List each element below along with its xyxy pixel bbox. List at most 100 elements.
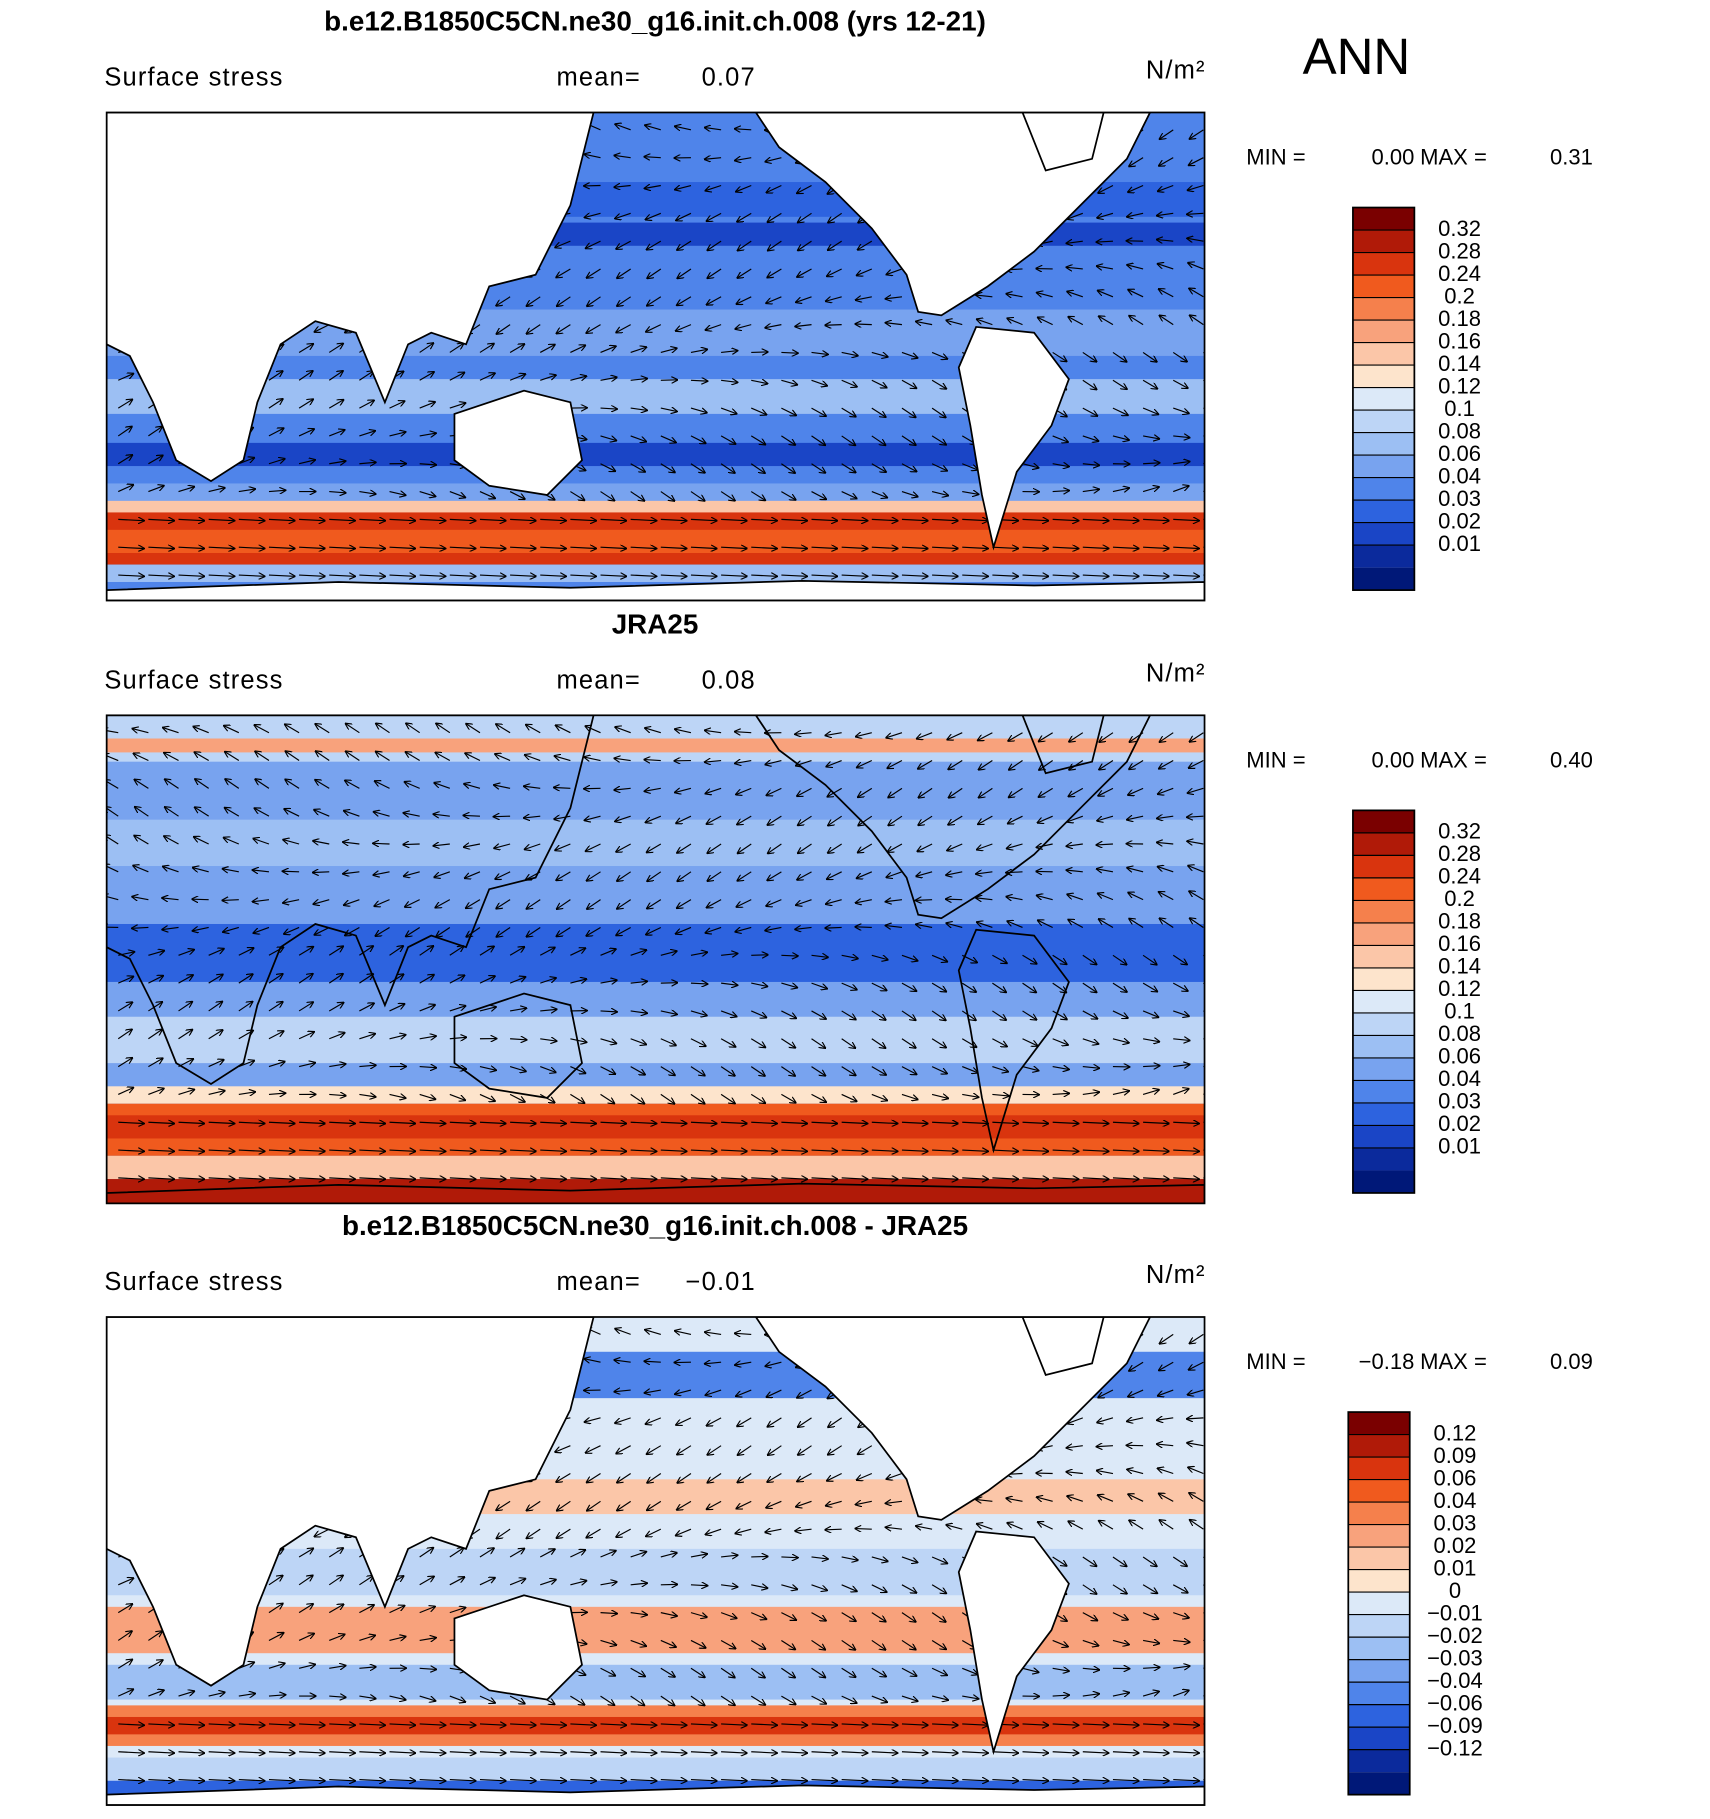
colorbar-box	[1348, 1704, 1410, 1728]
colorbar-label: −0.12	[1427, 1735, 1483, 1760]
wind-vector	[329, 461, 345, 464]
colorbar-label: 0.03	[1434, 1510, 1477, 1535]
wind-vector	[751, 519, 776, 520]
wind-vector	[194, 727, 209, 734]
wind-vector	[888, 843, 903, 852]
wind-vector	[690, 463, 705, 473]
wind-vector	[617, 899, 631, 909]
wind-vector	[931, 379, 946, 388]
wind-vector	[329, 430, 344, 437]
colorbar-box	[1348, 1434, 1410, 1458]
wind-vector	[1022, 575, 1048, 576]
wind-vector	[948, 760, 963, 770]
wind-vector	[617, 296, 631, 306]
wind-vector	[767, 787, 782, 795]
wind-vector	[858, 240, 873, 249]
wind-vector	[419, 575, 445, 576]
colorbar-label: 0.24	[1438, 261, 1481, 286]
wind-vector	[901, 407, 915, 417]
wind-vector	[630, 547, 656, 548]
wind-vector	[931, 435, 946, 445]
wind-vector	[675, 788, 692, 792]
wind-vector	[856, 1529, 872, 1530]
wind-vector	[255, 752, 270, 762]
wind-vector	[1099, 316, 1114, 326]
wind-vector	[587, 871, 601, 881]
colorbar-label: 0.14	[1438, 954, 1481, 979]
wind-vector	[165, 807, 179, 817]
wind-vector	[766, 158, 782, 162]
colorbar-label: 0.32	[1438, 819, 1481, 844]
colorbar-label: 0.2	[1444, 886, 1475, 911]
wind-vector	[313, 872, 330, 873]
wind-vector	[901, 351, 917, 357]
wind-vector	[435, 783, 451, 789]
wind-vector	[148, 427, 161, 437]
wind-vector	[1203, 546, 1205, 548]
wind-vector	[1203, 1778, 1205, 1781]
wind-vector	[660, 435, 676, 442]
wind-vector	[976, 872, 993, 874]
wind-vector	[419, 547, 445, 548]
wind-vector	[677, 843, 692, 853]
wind-vector	[1203, 1065, 1205, 1068]
wind-vector	[1189, 891, 1204, 901]
wind-vector	[586, 240, 601, 248]
wind-vector	[1188, 184, 1204, 191]
wind-vector	[375, 899, 390, 906]
map	[106, 715, 1205, 1204]
wind-vector	[1038, 920, 1053, 928]
wind-vector	[857, 268, 873, 275]
wind-vector	[751, 547, 776, 548]
wind-vector	[298, 429, 314, 437]
wind-vector	[1038, 815, 1053, 822]
wind-vector	[1190, 129, 1204, 139]
wind-vector	[706, 184, 722, 191]
wind-vector	[781, 955, 797, 956]
wind-vector	[977, 843, 993, 850]
wind-vector	[647, 843, 662, 852]
wind-vector	[932, 519, 957, 520]
wind-vector	[555, 756, 571, 762]
wind-vector	[1203, 1177, 1205, 1179]
wind-vector	[750, 491, 765, 501]
wind-vector	[977, 319, 993, 326]
wind-vector	[466, 724, 481, 734]
wind-vector	[555, 240, 571, 247]
wind-vector	[705, 761, 722, 763]
max-value: 0.31	[1550, 145, 1593, 170]
wind-vector	[268, 490, 285, 491]
wind-vector	[495, 871, 511, 879]
wind-vector	[1189, 760, 1204, 768]
wind-vector	[600, 949, 616, 956]
colorbar-box	[1348, 1772, 1410, 1795]
wind-vector	[737, 815, 752, 824]
wind-vector	[570, 575, 595, 576]
colorbar-label: 0.01	[1434, 1555, 1477, 1580]
wind-vector	[886, 323, 903, 325]
wind-vector	[1022, 519, 1048, 520]
wind-vector	[660, 547, 686, 548]
wind-vector	[1127, 816, 1144, 819]
wind-vector	[134, 836, 149, 845]
wind-vector	[737, 212, 752, 221]
wind-vector	[720, 491, 735, 501]
colorbar-box	[1348, 1727, 1410, 1750]
wind-vector	[268, 547, 294, 548]
wind-vector	[132, 927, 149, 928]
wind-vector	[419, 946, 433, 956]
field-band	[106, 529, 1205, 554]
wind-vector	[1203, 1149, 1205, 1151]
wind-vector	[1067, 844, 1083, 846]
wind-vector	[677, 296, 692, 305]
wind-vector	[329, 519, 354, 520]
wind-vector	[419, 491, 436, 497]
wind-vector	[1159, 289, 1174, 298]
colorbar-label: 0.16	[1438, 931, 1481, 956]
wind-vector	[781, 435, 795, 445]
wind-vector	[389, 547, 415, 548]
wind-vector	[767, 268, 782, 277]
wind-vector	[1160, 129, 1174, 139]
wind-vector	[690, 547, 716, 548]
